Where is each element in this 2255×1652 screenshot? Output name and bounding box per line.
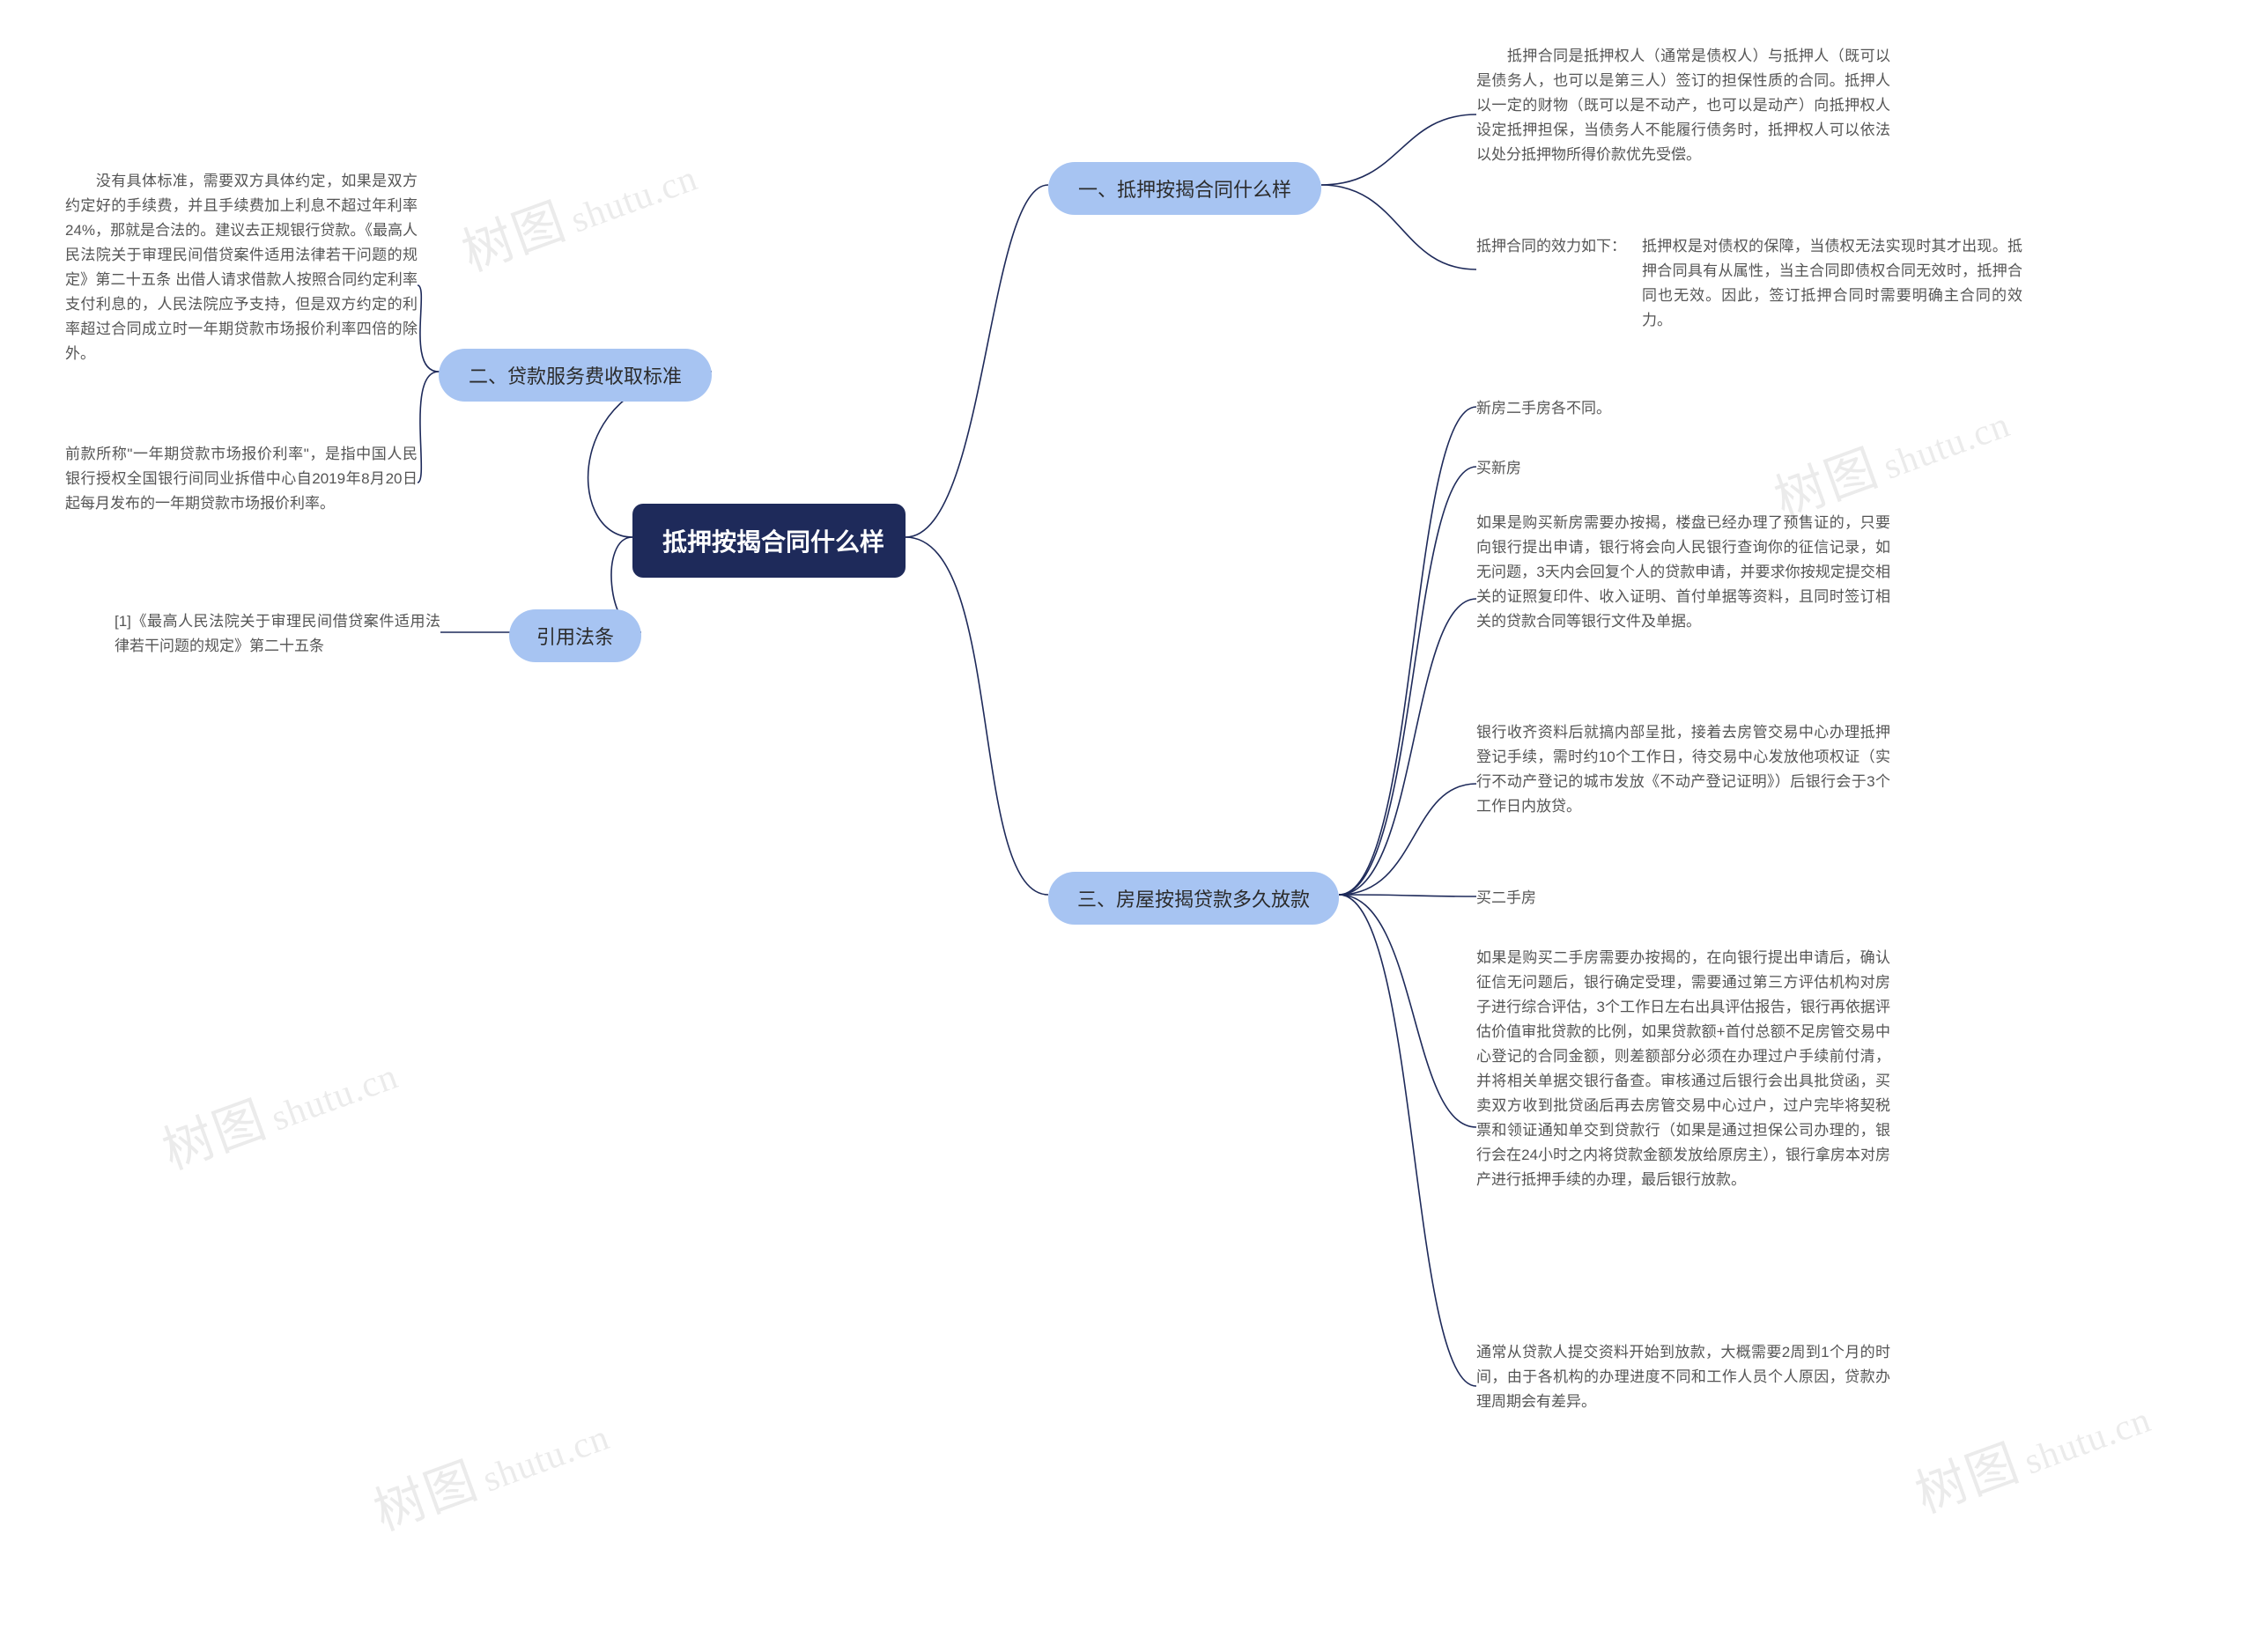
leaf-node: 没有具体标准，需要双方具体约定，如果是双方约定好的手续费，并且手续费加上利息不超… bbox=[65, 169, 418, 366]
connector bbox=[1321, 114, 1476, 185]
leaf-node: 如果是购买新房需要办按揭，楼盘已经办理了预售证的，只要向银行提出申请，银行将会向… bbox=[1476, 511, 1890, 634]
root-node[interactable]: 抵押按揭合同什么样 bbox=[632, 504, 906, 578]
branch-node[interactable]: 二、贷款服务费收取标准 bbox=[439, 349, 712, 402]
branch-node[interactable]: 一、抵押按揭合同什么样 bbox=[1048, 162, 1321, 215]
leaf-desc: 抵押权是对债权的保障，当债权无法实现时其才出现。抵押合同具有从属性，当主合同即债… bbox=[1642, 234, 2022, 333]
leaf-node: 通常从贷款人提交资料开始到放款，大概需要2周到1个月的时间，由于各机构的办理进度… bbox=[1476, 1340, 1890, 1414]
leaf-node: 如果是购买二手房需要办按揭的，在向银行提出申请后，确认征信无问题后，银行确定受理… bbox=[1476, 946, 1890, 1192]
connector bbox=[418, 285, 439, 372]
mindmap-canvas: 抵押按揭合同什么样 一、抵押按揭合同什么样 抵押合同是抵押权人（通常是债权人）与抵… bbox=[0, 0, 2255, 1652]
leaf-node: 买新房 bbox=[1476, 456, 1890, 481]
leaf-node: 抵押合同是抵押权人（通常是债权人）与抵押人（既可以是债务人，也可以是第三人）签订… bbox=[1476, 44, 1890, 167]
leaf-node: 抵押合同的效力如下： 抵押权是对债权的保障，当债权无法实现时其才出现。抵押合同具有… bbox=[1476, 234, 2022, 333]
leaf-node: [1]《最高人民法院关于审理民间借贷案件适用法律若干问题的规定》第二十五条 bbox=[115, 609, 440, 659]
connector bbox=[1339, 895, 1476, 896]
leaf-node: 前款所称"一年期贷款市场报价利率"，是指中国人民银行授权全国银行间同业拆借中心自… bbox=[65, 442, 418, 516]
leaf-label: 抵押合同的效力如下： bbox=[1476, 234, 1626, 259]
connector bbox=[1339, 407, 1476, 895]
leaf-node: 银行收齐资料后就搞内部呈批，接着去房管交易中心办理抵押登记手续，需时约10个工作… bbox=[1476, 720, 1890, 819]
connector bbox=[1339, 784, 1476, 895]
leaf-node: 买二手房 bbox=[1476, 886, 1890, 911]
branch-node[interactable]: 三、房屋按揭贷款多久放款 bbox=[1048, 872, 1339, 925]
connector bbox=[1339, 895, 1476, 1127]
connector bbox=[906, 185, 1048, 537]
connector bbox=[1339, 599, 1476, 895]
connector bbox=[906, 537, 1048, 895]
branch-node[interactable]: 引用法条 bbox=[509, 609, 641, 662]
leaf-node: 新房二手房各不同。 bbox=[1476, 396, 1890, 421]
connector bbox=[418, 372, 439, 483]
connector bbox=[1321, 185, 1476, 269]
connector bbox=[1339, 895, 1476, 1386]
